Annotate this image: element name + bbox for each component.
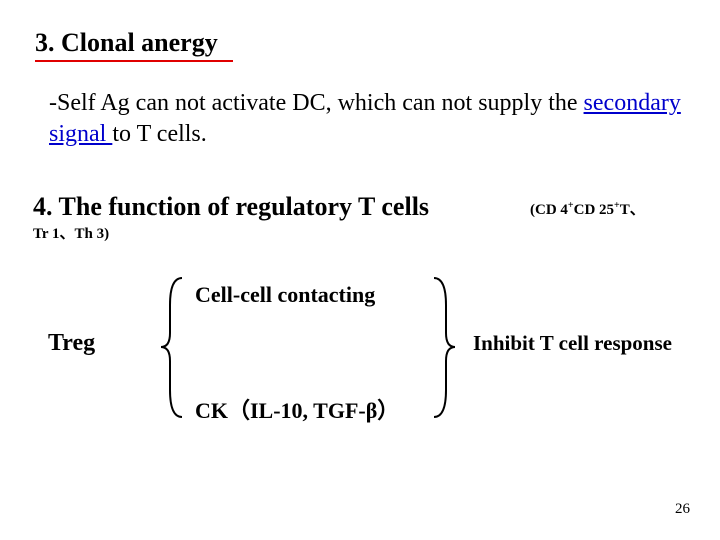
section3-title: 3. Clonal anergy <box>35 28 218 58</box>
para-pre: -Self Ag can not activate DC, which can … <box>49 90 584 116</box>
slide: 3. Clonal anergy -Self Ag can not activa… <box>0 0 720 540</box>
sub-mid1: CD 25 <box>574 202 614 218</box>
section3-underline <box>35 60 233 62</box>
treg-result: Inhibit T cell response <box>473 331 672 356</box>
mechanism-2: CK（IL-10, TGF-β） <box>195 393 399 425</box>
brace-right-icon <box>428 275 458 420</box>
section4-subtype-line1: (CD 4+CD 25+T、 <box>530 198 645 219</box>
mechanism-1: Cell-cell contacting <box>195 282 375 308</box>
sub-mid2: T、 <box>620 202 645 218</box>
treg-label: Treg <box>48 330 95 357</box>
brace-left-icon <box>158 275 188 420</box>
section4-title: 4. The function of regulatory T cells <box>33 192 429 222</box>
section3-paragraph: -Self Ag can not activate DC, which can … <box>49 88 689 149</box>
sub-prefix: (CD 4 <box>530 202 568 218</box>
page-number: 26 <box>675 501 690 518</box>
section4-subtype-line2: Tr 1、Th 3) <box>33 222 109 243</box>
para-post: to T cells. <box>112 121 206 147</box>
